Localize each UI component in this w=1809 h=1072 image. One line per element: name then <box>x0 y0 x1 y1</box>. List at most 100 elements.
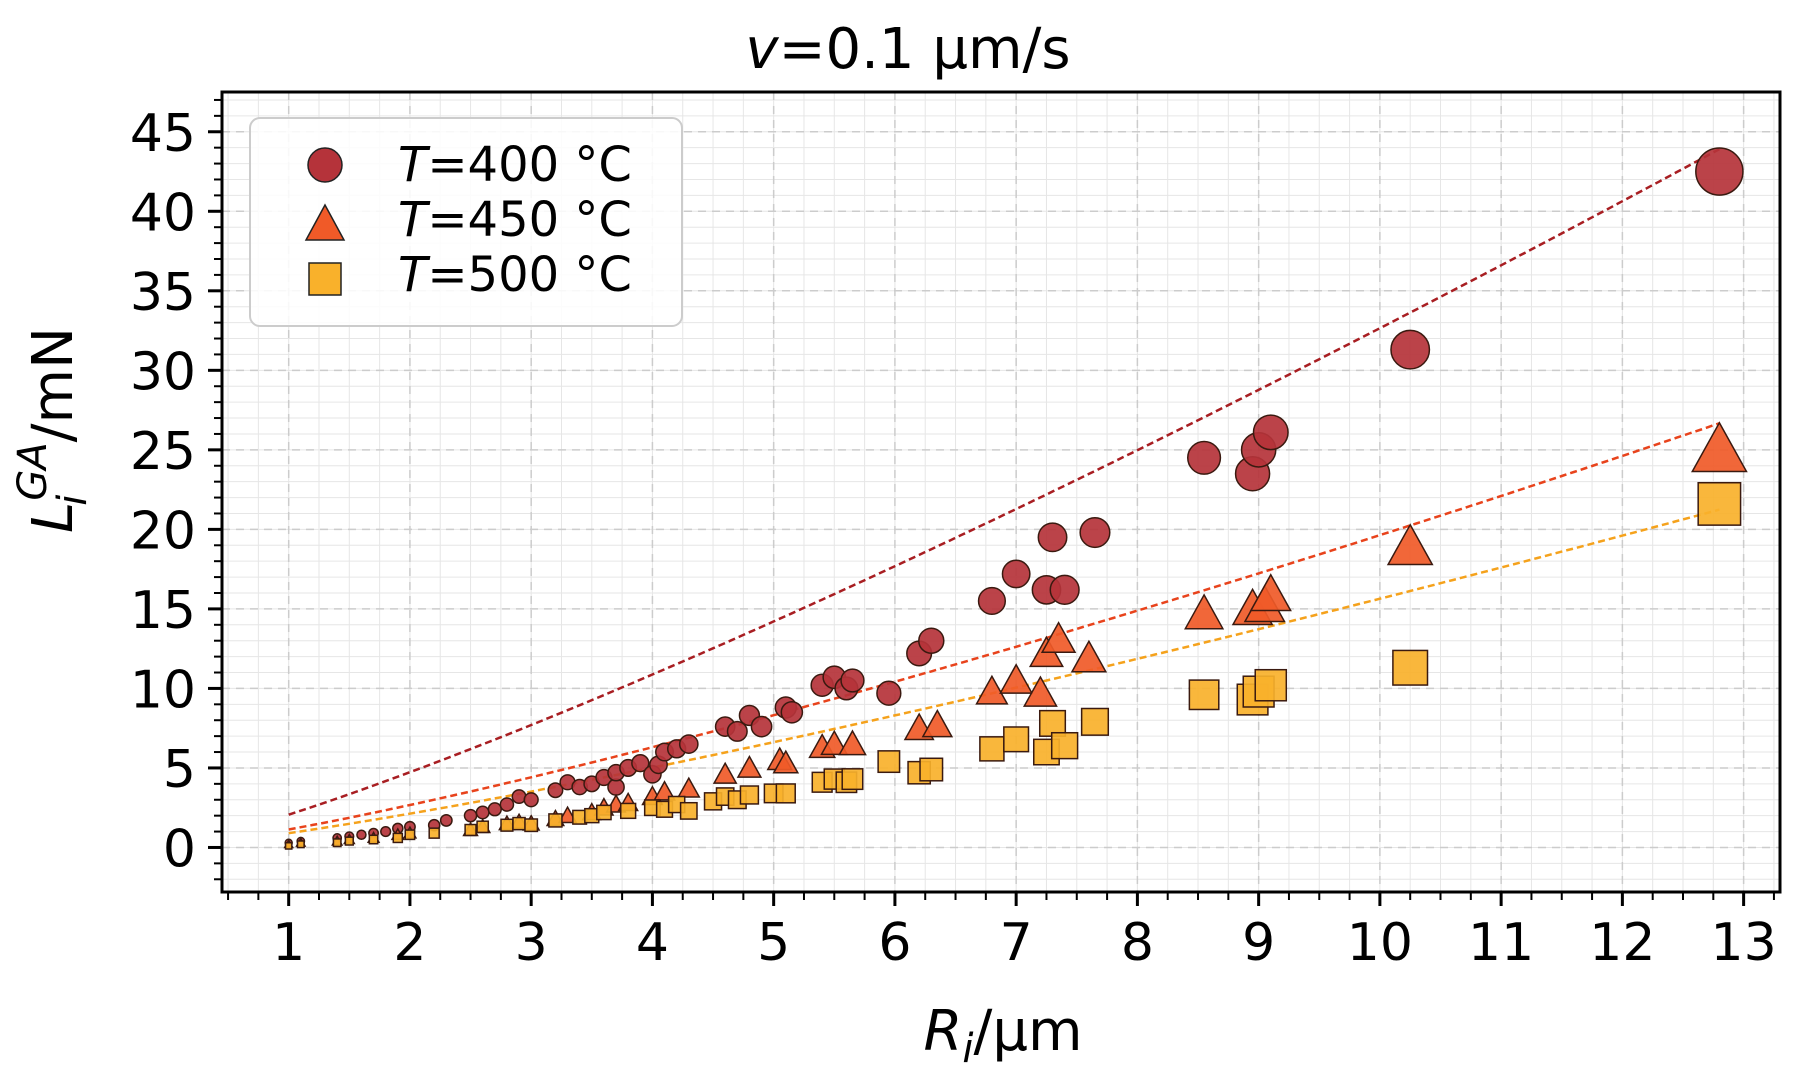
x-tick-label: 1 <box>272 913 305 973</box>
data-point-450 <box>1040 621 1077 654</box>
y-tick-label: 10 <box>130 660 196 720</box>
x-tick-label: 11 <box>1468 913 1534 973</box>
data-point-400 <box>750 715 773 738</box>
data-point-500 <box>404 829 416 841</box>
data-point-400 <box>1695 147 1744 196</box>
data-point-500 <box>619 802 637 820</box>
data-point-500 <box>464 823 477 837</box>
data-point-500 <box>344 836 354 846</box>
data-point-400 <box>1037 522 1068 553</box>
data-point-500 <box>1050 731 1079 760</box>
data-point-400 <box>499 797 515 812</box>
y-tick-label: 45 <box>130 104 196 164</box>
data-point-450 <box>921 708 954 738</box>
data-point-500 <box>512 816 526 831</box>
data-point-500 <box>500 818 514 832</box>
data-point-400 <box>876 680 902 706</box>
x-tick-label: 12 <box>1589 913 1655 973</box>
data-point-400 <box>439 813 453 827</box>
data-point-400 <box>475 805 490 820</box>
data-point-450 <box>975 674 1009 705</box>
fit-line <box>288 422 1720 831</box>
data-point-450 <box>736 754 763 778</box>
x-tick-label: 5 <box>757 913 790 973</box>
data-point-500 <box>296 840 305 849</box>
chart-title: v=0.1 μm/s <box>745 17 1070 82</box>
data-markers <box>283 147 1748 850</box>
data-point-400 <box>678 734 699 754</box>
data-point-400 <box>1390 329 1431 370</box>
data-point-450 <box>653 780 676 801</box>
legend-box <box>249 117 683 327</box>
data-point-450 <box>772 749 800 774</box>
data-point-500 <box>979 736 1005 762</box>
data-point-500 <box>1254 668 1288 702</box>
data-point-450 <box>1022 675 1058 707</box>
data-point-500 <box>476 820 490 834</box>
data-point-400 <box>1001 559 1031 589</box>
legend-square-marker <box>308 262 342 296</box>
data-point-500 <box>1080 707 1110 736</box>
data-point-500 <box>548 813 563 828</box>
x-axis-label: Ri/μm <box>923 999 1082 1072</box>
legend-label-500: T=500 °C <box>398 247 632 303</box>
data-point-450 <box>838 729 867 756</box>
legend: T=400 °C T=450 °C T=500 °C <box>249 117 683 327</box>
data-point-500 <box>368 834 379 845</box>
y-tick-label: 15 <box>130 581 196 641</box>
plot-frame <box>220 90 1782 894</box>
x-tick-label: 3 <box>515 913 548 973</box>
y-tick-label: 0 <box>163 819 196 879</box>
data-point-450 <box>1070 639 1108 673</box>
data-point-500 <box>739 785 760 805</box>
data-point-500 <box>392 832 404 844</box>
x-tick-label: 13 <box>1711 913 1777 973</box>
data-point-400 <box>487 802 502 817</box>
x-tick-label: 10 <box>1347 913 1413 973</box>
y-tick-label: 5 <box>163 740 196 800</box>
legend-label-450: T=450 °C <box>398 192 632 248</box>
data-point-400 <box>918 627 945 654</box>
data-point-450 <box>1184 593 1225 630</box>
data-point-400 <box>1252 414 1289 451</box>
legend-entry-450: T=450 °C <box>304 192 632 248</box>
data-point-500 <box>919 757 944 782</box>
data-point-400 <box>380 825 392 838</box>
y-tick-labels: 0 5 10 15 20 25 30 35 40 45 <box>130 104 196 880</box>
data-point-450 <box>677 776 701 798</box>
x-tick-label: 2 <box>393 913 426 973</box>
data-point-400 <box>1049 574 1080 605</box>
data-point-400 <box>523 792 539 808</box>
data-point-500 <box>1188 679 1220 711</box>
legend-triangle-marker <box>304 203 346 241</box>
data-point-400 <box>726 720 748 742</box>
x-tick-label: 7 <box>1000 913 1033 973</box>
x-tick-label: 9 <box>1242 913 1275 973</box>
data-point-500 <box>332 838 342 848</box>
y-tick-label: 35 <box>130 263 196 323</box>
data-point-450 <box>999 663 1034 694</box>
data-point-500 <box>524 818 539 833</box>
x-tick-labels: 1 2 3 4 5 6 7 8 9 10 11 12 13 <box>272 913 1777 973</box>
legend-entry-400: T=400 °C <box>307 137 632 193</box>
y-tick-label: 40 <box>130 183 196 243</box>
data-point-400 <box>1187 440 1222 475</box>
data-point-400 <box>463 808 478 823</box>
axis-ticks <box>208 98 1775 906</box>
data-point-500 <box>1003 726 1030 753</box>
legend-circle-marker <box>307 147 343 183</box>
data-point-500 <box>428 827 440 839</box>
data-point-450 <box>1249 573 1292 612</box>
data-point-500 <box>284 841 293 850</box>
data-point-500 <box>1038 709 1067 737</box>
data-point-500 <box>775 783 796 804</box>
data-point-500 <box>1392 649 1429 686</box>
legend-label-400: T=400 °C <box>398 137 632 193</box>
data-point-450 <box>1691 421 1748 473</box>
y-tick-label: 30 <box>130 342 196 402</box>
x-tick-label: 4 <box>636 913 669 973</box>
y-axis-label: LiGA/mN <box>10 327 96 533</box>
data-point-400 <box>631 753 650 773</box>
data-point-400 <box>356 829 367 841</box>
